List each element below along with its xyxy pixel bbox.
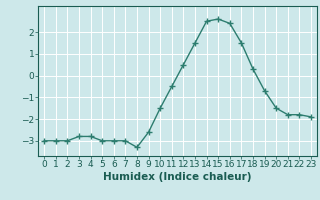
X-axis label: Humidex (Indice chaleur): Humidex (Indice chaleur) [103,172,252,182]
